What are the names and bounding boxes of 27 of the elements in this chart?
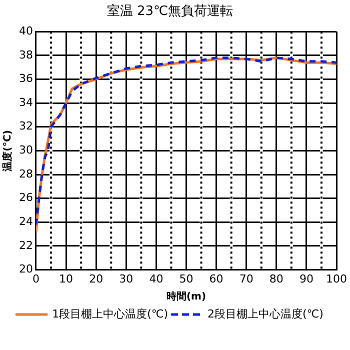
- legend-label: 2段目棚上中心温度(℃): [208, 307, 324, 320]
- y-tick-label: 34: [18, 96, 33, 109]
- y-tick-label: 30: [18, 144, 33, 157]
- y-tick-label: 26: [18, 191, 33, 204]
- x-tick-label: 90: [299, 272, 314, 286]
- legend-label: 1段目棚上中心温度(℃): [52, 307, 168, 320]
- x-tick-label: 50: [179, 272, 194, 286]
- y-tick-label: 28: [18, 167, 33, 180]
- x-tick-label: 10: [59, 272, 74, 286]
- y-tick-label: 36: [18, 72, 33, 86]
- y-tick-label: 22: [18, 238, 33, 252]
- y-axis-title: 温度(℃): [2, 130, 14, 172]
- y-tick-label: 40: [18, 24, 33, 38]
- y-tick-label: 38: [18, 48, 33, 62]
- x-tick-label: 70: [239, 272, 254, 286]
- x-tick-label: 20: [89, 272, 104, 286]
- y-tick-label: 24: [18, 215, 33, 228]
- x-tick-label: 80: [269, 272, 284, 286]
- y-tick-label: 32: [18, 120, 33, 133]
- x-tick-label: 40: [149, 272, 164, 286]
- x-tick-label: 0: [32, 272, 40, 286]
- x-axis-title: 時間(m): [166, 290, 206, 303]
- chart-title: 室温 23℃無負荷運転: [106, 3, 234, 20]
- y-tick-label: 20: [18, 262, 33, 276]
- x-tick-label: 60: [209, 272, 224, 286]
- x-tick-label: 100: [326, 272, 347, 286]
- x-tick-label: 30: [119, 272, 134, 286]
